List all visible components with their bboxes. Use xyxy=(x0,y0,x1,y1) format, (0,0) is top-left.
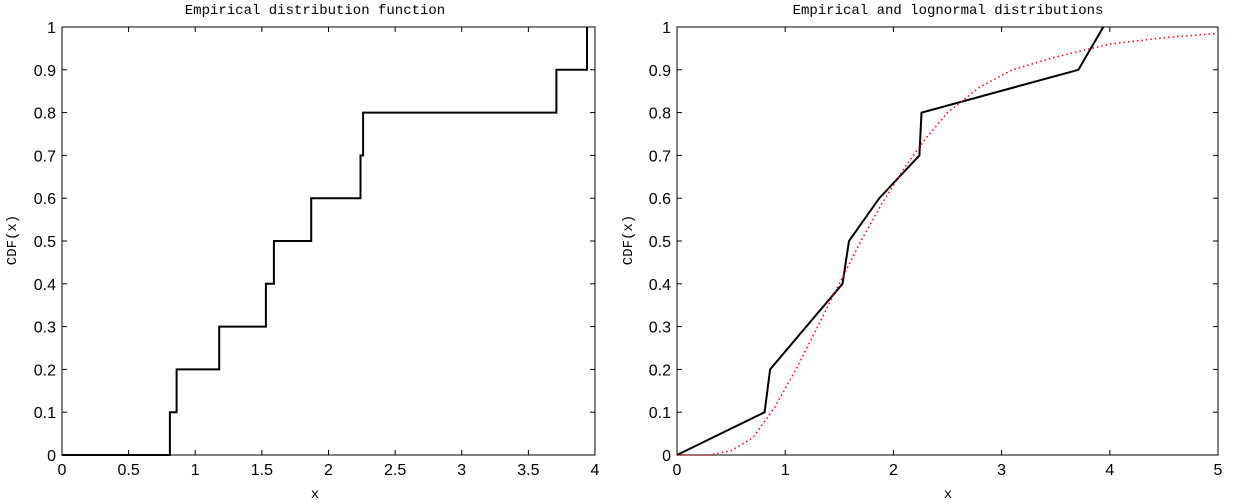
chart-left-ylabel: CDF(x) xyxy=(5,215,21,265)
chart-left-ytick-label: 0.2 xyxy=(34,362,56,379)
chart-right-ytick-label: 0.5 xyxy=(649,234,671,251)
chart-left-xtick-label: 3.5 xyxy=(517,462,539,479)
chart-right-xtick-label: 1 xyxy=(781,462,790,479)
chart-right-xtick-label: 4 xyxy=(1105,462,1114,479)
chart-left-ytick-label: 1 xyxy=(47,20,56,37)
chart-left-xtick-label: 4 xyxy=(591,462,600,479)
chart-right-ytick-label: 0.7 xyxy=(649,148,671,165)
chart-left-xtick-label: 1.5 xyxy=(251,462,273,479)
chart-left-ytick-label: 0.8 xyxy=(34,106,56,123)
chart-right-ytick-label: 0.3 xyxy=(649,320,671,337)
chart-left-ytick-label: 0.3 xyxy=(34,320,56,337)
chart-right-title: Empirical and lognormal distributions xyxy=(793,3,1104,19)
chart-left-xlabel: x xyxy=(311,487,319,503)
chart-right-xlabel: x xyxy=(944,487,952,503)
chart-left-xtick-label: 0.5 xyxy=(118,462,140,479)
chart-right: Empirical and lognormal distributions CD… xyxy=(621,3,1223,503)
chart-right-ytick-label: 0.2 xyxy=(649,362,671,379)
chart-right-axes-box xyxy=(676,26,1219,456)
chart-left-ytick-label: 0.7 xyxy=(34,148,56,165)
chart-right-ytick-label: 0.4 xyxy=(649,277,671,294)
chart-right-ytick-label: 0 xyxy=(662,448,671,465)
chart-right-plot-area: 0 1 2 3 4 5 0 0.1 0.2 0.3 0.4 0.5 0.6 0.7 0.8 0.9 1 xyxy=(649,20,1223,479)
chart-left-xtick-label: 3 xyxy=(457,462,466,479)
chart-right-xtick-label: 3 xyxy=(997,462,1006,479)
chart-right-ytick-label: 0.9 xyxy=(649,63,671,80)
chart-right-ytick-label: 0.8 xyxy=(649,106,671,123)
chart-left-axes-box xyxy=(61,26,596,456)
chart-right-series-empirical-line xyxy=(676,26,1105,456)
chart-left-series-empirical-line xyxy=(62,27,588,456)
chart-right-ytick-label: 0.1 xyxy=(649,405,671,422)
chart-right-ytick-label: 0.6 xyxy=(649,191,671,208)
chart-right-series-lognormal-line xyxy=(677,32,1219,456)
chart-left-ytick-label: 0.9 xyxy=(34,63,56,80)
chart-left-ytick-label: 0.4 xyxy=(34,277,56,294)
chart-right-xtick-label: 5 xyxy=(1214,462,1223,479)
chart-left-xtick-label: 1 xyxy=(191,462,200,479)
chart-left-plot-area: 0 0.5 1 1.5 2 2.5 3 3.5 4 0 0.1 0.2 0.3 0.4 0.5 0.6 0.7 0… xyxy=(34,20,600,479)
chart-left: Empirical distribution function CDF(x) x… xyxy=(5,3,600,503)
chart-left-ytick-label: 0.1 xyxy=(34,405,56,422)
chart-left-title: Empirical distribution function xyxy=(185,3,445,19)
chart-left-xtick-label: 0 xyxy=(58,462,67,479)
chart-right-ylabel: CDF(x) xyxy=(621,215,637,265)
chart-left-ytick-label: 0 xyxy=(47,448,56,465)
chart-left-xtick-label: 2 xyxy=(324,462,333,479)
chart-left-ytick-label: 0.5 xyxy=(34,234,56,251)
chart-left-ytick-label: 0.6 xyxy=(34,191,56,208)
chart-right-xtick-label: 2 xyxy=(889,462,898,479)
chart-right-ytick-label: 1 xyxy=(662,20,671,37)
chart-right-xtick-label: 0 xyxy=(673,462,682,479)
chart-left-xtick-label: 2.5 xyxy=(384,462,406,479)
